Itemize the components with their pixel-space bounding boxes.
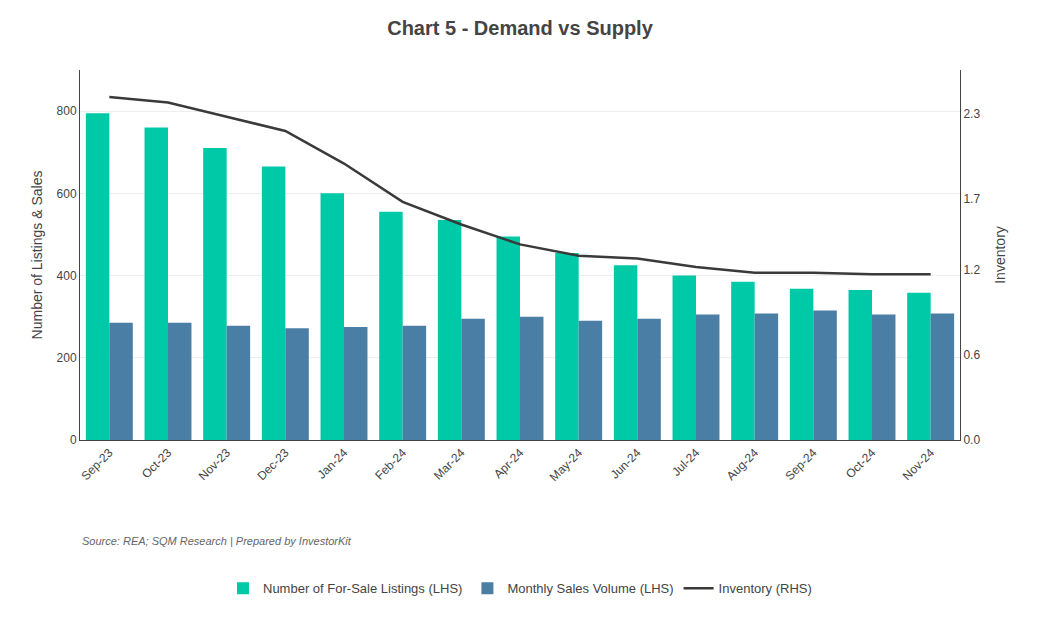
- svg-text:Oct-24: Oct-24: [843, 446, 879, 482]
- svg-text:Inventory (RHS): Inventory (RHS): [719, 581, 812, 596]
- svg-text:Mar-24: Mar-24: [431, 446, 468, 483]
- svg-text:800: 800: [57, 104, 77, 118]
- svg-text:Jun-24: Jun-24: [608, 446, 644, 482]
- svg-text:Nov-23: Nov-23: [196, 446, 233, 483]
- svg-text:0: 0: [70, 433, 77, 447]
- svg-text:Nov-24: Nov-24: [900, 446, 937, 483]
- svg-text:400: 400: [57, 269, 77, 283]
- svg-text:1.7: 1.7: [963, 192, 980, 206]
- svg-text:Number of Listings & Sales: Number of Listings & Sales: [29, 171, 45, 340]
- svg-text:Number of For-Sale Listings (L: Number of For-Sale Listings (LHS): [263, 581, 462, 596]
- svg-text:200: 200: [57, 351, 77, 365]
- svg-text:Sep-23: Sep-23: [78, 446, 115, 483]
- svg-text:Chart 5 - Demand vs Supply: Chart 5 - Demand vs Supply: [387, 17, 653, 39]
- svg-text:Monthly Sales Volume (LHS): Monthly Sales Volume (LHS): [507, 581, 673, 596]
- svg-text:600: 600: [57, 187, 77, 201]
- svg-text:Jul-24: Jul-24: [669, 446, 702, 479]
- svg-text:Feb-24: Feb-24: [372, 446, 409, 483]
- svg-text:Jan-24: Jan-24: [315, 446, 351, 482]
- svg-text:2.3: 2.3: [963, 107, 980, 121]
- svg-text:Aug-24: Aug-24: [724, 446, 761, 483]
- svg-text:Dec-23: Dec-23: [254, 446, 291, 483]
- svg-text:0.0: 0.0: [963, 433, 980, 447]
- svg-text:Source: REA; SQM Research | Pr: Source: REA; SQM Research | Prepared by …: [82, 535, 352, 547]
- svg-text:Sep-24: Sep-24: [782, 446, 819, 483]
- svg-text:1.2: 1.2: [963, 263, 980, 277]
- svg-text:Apr-24: Apr-24: [491, 446, 527, 482]
- svg-text:May-24: May-24: [547, 446, 585, 484]
- svg-text:Inventory: Inventory: [992, 226, 1008, 284]
- svg-text:Oct-23: Oct-23: [139, 446, 175, 482]
- svg-text:0.6: 0.6: [963, 348, 980, 362]
